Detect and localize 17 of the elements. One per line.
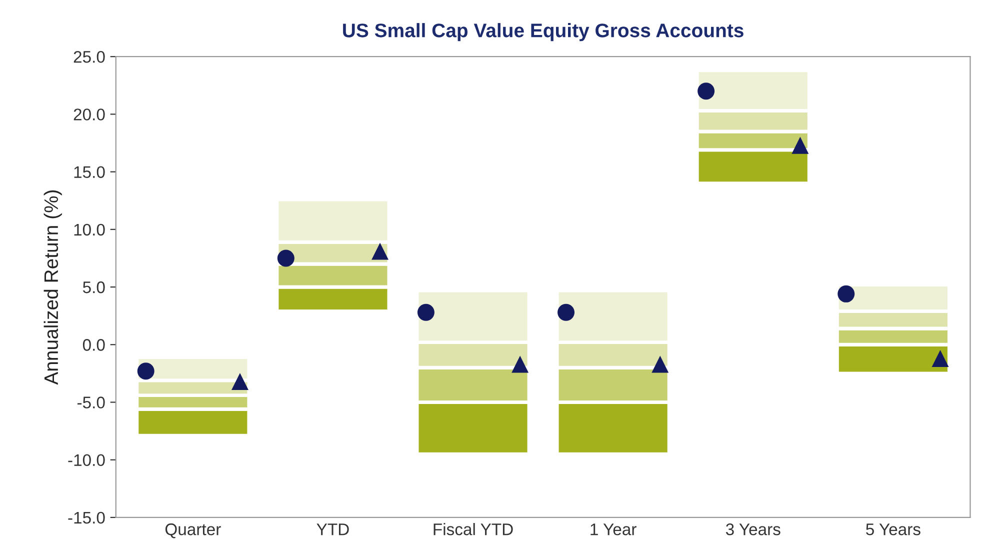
x-tick-label: 3 Years (726, 523, 780, 536)
chart-title: US Small Cap Value Equity Gross Accounts (343, 23, 744, 42)
x-tick-label: Quarter (165, 523, 221, 538)
x-tick-label: Fiscal YTD (434, 522, 513, 536)
y-tick-label: -15.0 (68, 512, 105, 524)
y-tick-label: 5.0 (82, 281, 105, 294)
y-tick-label: 20.0 (74, 108, 105, 120)
y-tick-label: 0.0 (82, 339, 105, 351)
y-tick-label: 25.0 (74, 50, 105, 63)
x-tick-label: YTD (316, 524, 349, 536)
y-tick-label: 10.0 (74, 224, 105, 236)
y-tick-label: -5.0 (77, 396, 105, 408)
x-tick-label: 1 Year (590, 524, 636, 536)
y-tick-label: -10.0 (68, 454, 105, 466)
y-axis-title: Annualized Return (%) (44, 190, 62, 385)
x-tick-label: 5 Years (866, 524, 920, 536)
y-tick-label: 15.0 (74, 166, 105, 178)
